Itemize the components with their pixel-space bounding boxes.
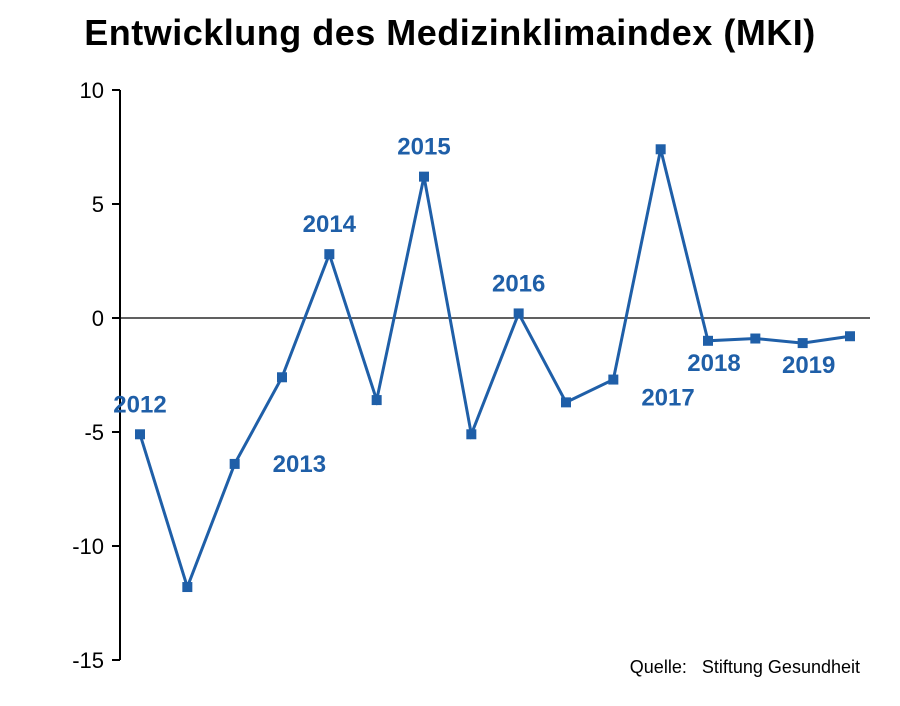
year-label: 2015: [397, 134, 450, 161]
data-marker: [230, 459, 240, 469]
mki-line-chart: -15 -10 -5 0 5 10 2012 2013 2014 2015 2016 2017 2018…: [0, 0, 900, 706]
data-marker: [514, 308, 524, 318]
year-label: 2019: [782, 352, 835, 379]
source-prefix: Quelle:: [630, 657, 687, 677]
y-tick-label: -15: [72, 648, 104, 673]
year-label: 2012: [113, 391, 166, 418]
data-marker: [561, 397, 571, 407]
data-marker: [656, 144, 666, 154]
year-label: 2013: [273, 451, 326, 478]
y-tick-label: 0: [92, 306, 104, 331]
source-attribution: Quelle: Stiftung Gesundheit: [630, 657, 860, 678]
data-marker: [703, 336, 713, 346]
data-marker: [845, 331, 855, 341]
year-label: 2014: [303, 211, 357, 238]
y-tick-label: -10: [72, 534, 104, 559]
data-marker: [277, 372, 287, 382]
data-marker: [419, 172, 429, 182]
y-tick-label: -5: [84, 420, 104, 445]
source-text: Stiftung Gesundheit: [702, 657, 860, 677]
data-marker: [372, 395, 382, 405]
y-tick-label: 10: [80, 78, 104, 103]
year-label: 2017: [641, 385, 694, 412]
data-line: [140, 149, 850, 587]
data-marker: [324, 249, 334, 259]
data-marker: [608, 375, 618, 385]
data-marker: [750, 334, 760, 344]
y-tick-label: 5: [92, 192, 104, 217]
data-marker: [182, 582, 192, 592]
data-marker: [135, 429, 145, 439]
year-label: 2018: [687, 350, 740, 377]
data-marker: [798, 338, 808, 348]
year-label: 2016: [492, 270, 545, 297]
data-marker: [466, 429, 476, 439]
